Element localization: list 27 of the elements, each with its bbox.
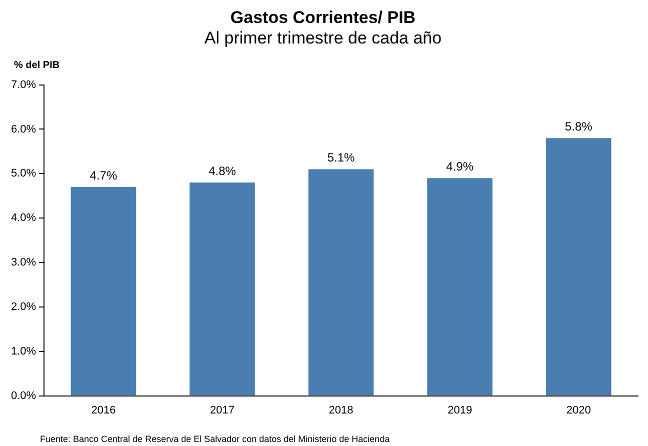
y-tick-label: 3.0% bbox=[10, 256, 36, 269]
y-tick-label: 2.0% bbox=[10, 300, 36, 313]
x-tick-label: 2018 bbox=[328, 404, 354, 416]
data-label: 4.9% bbox=[446, 159, 474, 174]
y-tick-label: 1.0% bbox=[10, 345, 36, 358]
y-tick-label: 0.0% bbox=[10, 390, 36, 402]
data-label: 4.7% bbox=[90, 168, 118, 182]
bar bbox=[308, 169, 374, 396]
chart-subtitle: Al primer trimestre de cada año bbox=[204, 28, 442, 48]
x-tick-label: 2019 bbox=[448, 404, 472, 416]
data-label: 4.8% bbox=[208, 164, 236, 178]
bar bbox=[70, 186, 136, 396]
data-label: 5.1% bbox=[327, 150, 356, 165]
y-tick-label: 4.0% bbox=[10, 212, 36, 224]
y-tick-label: 5.0% bbox=[10, 168, 36, 180]
source-note: Fuente: Banco Central de Reserva de El Salvador con datos del Ministerio de Hacienda bbox=[40, 434, 390, 444]
x-tick-label: 2020 bbox=[566, 404, 591, 416]
bar bbox=[190, 182, 255, 396]
x-tick-label: 2017 bbox=[210, 404, 234, 416]
y-tick-label: 7.0% bbox=[10, 78, 36, 91]
data-label: 5.8% bbox=[564, 119, 593, 134]
bar bbox=[546, 138, 612, 396]
chart-title: Gastos Corrientes/ PIB bbox=[230, 8, 416, 27]
bar bbox=[427, 178, 492, 396]
x-tick-label: 2016 bbox=[91, 404, 116, 416]
y-tick-label: 6.0% bbox=[10, 123, 36, 136]
y-axis-title: % del PIB bbox=[14, 60, 60, 71]
